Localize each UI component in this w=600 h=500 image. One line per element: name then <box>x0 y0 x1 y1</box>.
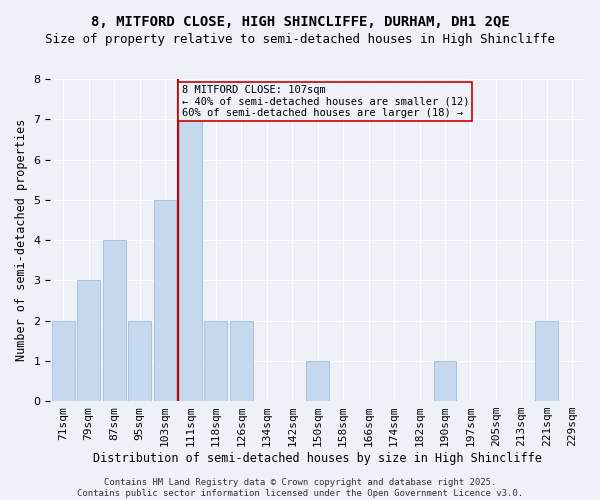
Bar <box>52 320 74 401</box>
Bar <box>179 120 202 401</box>
Bar <box>306 361 329 401</box>
Text: 8, MITFORD CLOSE, HIGH SHINCLIFFE, DURHAM, DH1 2QE: 8, MITFORD CLOSE, HIGH SHINCLIFFE, DURHA… <box>91 15 509 29</box>
Text: Size of property relative to semi-detached houses in High Shincliffe: Size of property relative to semi-detach… <box>45 32 555 46</box>
Bar <box>154 200 176 401</box>
Bar <box>205 320 227 401</box>
Bar <box>434 361 457 401</box>
Text: Contains HM Land Registry data © Crown copyright and database right 2025.
Contai: Contains HM Land Registry data © Crown c… <box>77 478 523 498</box>
Bar <box>230 320 253 401</box>
Bar <box>128 320 151 401</box>
Y-axis label: Number of semi-detached properties: Number of semi-detached properties <box>15 119 28 361</box>
Bar <box>535 320 558 401</box>
Bar <box>103 240 125 401</box>
Bar <box>77 280 100 401</box>
X-axis label: Distribution of semi-detached houses by size in High Shincliffe: Distribution of semi-detached houses by … <box>93 452 542 465</box>
Text: 8 MITFORD CLOSE: 107sqm
← 40% of semi-detached houses are smaller (12)
60% of se: 8 MITFORD CLOSE: 107sqm ← 40% of semi-de… <box>182 85 469 118</box>
